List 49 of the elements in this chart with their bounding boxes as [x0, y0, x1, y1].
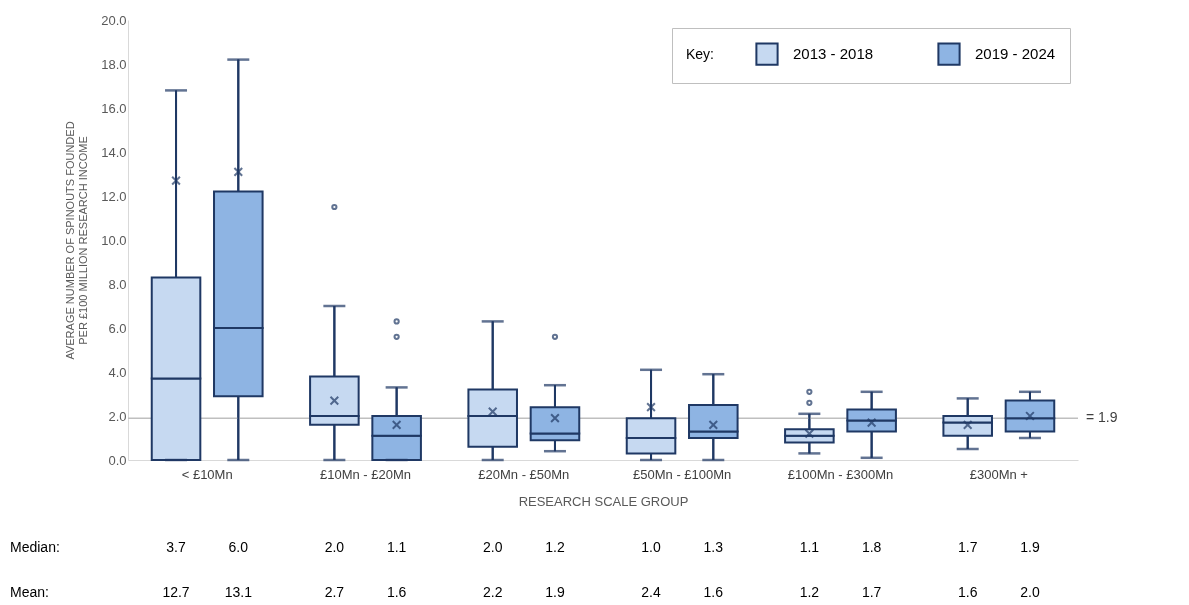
text: 1.7 — [957, 539, 978, 555]
ref-line-label: = 1.9 — [1086, 409, 1118, 426]
legend-label: 2019 - 2024 — [975, 45, 1056, 63]
text: 1.9 — [545, 584, 565, 600]
text: 1.6 — [957, 584, 978, 600]
text: 2.4 — [641, 584, 661, 600]
x-tick-label: £20Mn - £50Mn — [478, 466, 570, 482]
text: 2.0 — [1020, 584, 1040, 600]
y-tick-label: 0.0 — [108, 452, 127, 468]
text: 1.1 — [386, 539, 407, 555]
text: 1.0 — [641, 539, 661, 555]
y-tick-label: 18.0 — [101, 56, 127, 72]
x-axis-title: RESEARCH SCALE GROUP — [518, 493, 689, 509]
legend-title: Key: — [686, 46, 715, 62]
y-tick-label: 20.0 — [101, 12, 127, 28]
text: 1.7 — [861, 584, 882, 600]
y-tick-label: 2.0 — [108, 408, 127, 424]
y-tick-label: 14.0 — [101, 144, 127, 160]
text: 2.7 — [324, 584, 345, 600]
text: 1.1 — [799, 539, 820, 555]
y-tick-label: 6.0 — [108, 320, 127, 336]
x-tick-label: £50Mn - £100Mn — [633, 466, 732, 482]
text: 12.7 — [162, 584, 190, 600]
y-tick-label: 12.0 — [101, 188, 127, 204]
text: 2.2 — [482, 584, 503, 600]
y-tick-label: 10.0 — [101, 232, 127, 248]
x-tick-label: < £10Mn — [181, 466, 233, 482]
y-tick-label: 8.0 — [108, 276, 127, 292]
text: Mean: — [10, 584, 49, 600]
text: 1.9 — [1020, 539, 1040, 555]
text: 1.6 — [703, 584, 724, 600]
text: 3.7 — [166, 539, 186, 555]
x-tick-label: £100Mn - £300Mn — [787, 466, 894, 482]
text: 1.8 — [861, 539, 882, 555]
text: 1.2 — [545, 539, 565, 555]
text: 6.0 — [228, 539, 249, 555]
text: 13.1 — [224, 584, 253, 600]
y-tick-label: 4.0 — [108, 364, 127, 380]
y-axis-title: AVERAGE NUMBER OF SPINOUTS FOUNDED PER £100 MILLION RESEARCH INCOME — [64, 121, 90, 360]
text: 2.0 — [324, 539, 345, 555]
text: 2.0 — [482, 539, 503, 555]
y-tick-label: 16.0 — [101, 100, 127, 116]
text: 1.2 — [799, 584, 820, 600]
x-tick-label: £300Mn + — [969, 466, 1028, 482]
text: 1.3 — [703, 539, 724, 555]
text: Median: — [10, 539, 60, 555]
x-tick-label: £10Mn - £20Mn — [319, 466, 412, 482]
legend-label: 2013 - 2018 — [793, 45, 874, 63]
text: 1.6 — [386, 584, 407, 600]
